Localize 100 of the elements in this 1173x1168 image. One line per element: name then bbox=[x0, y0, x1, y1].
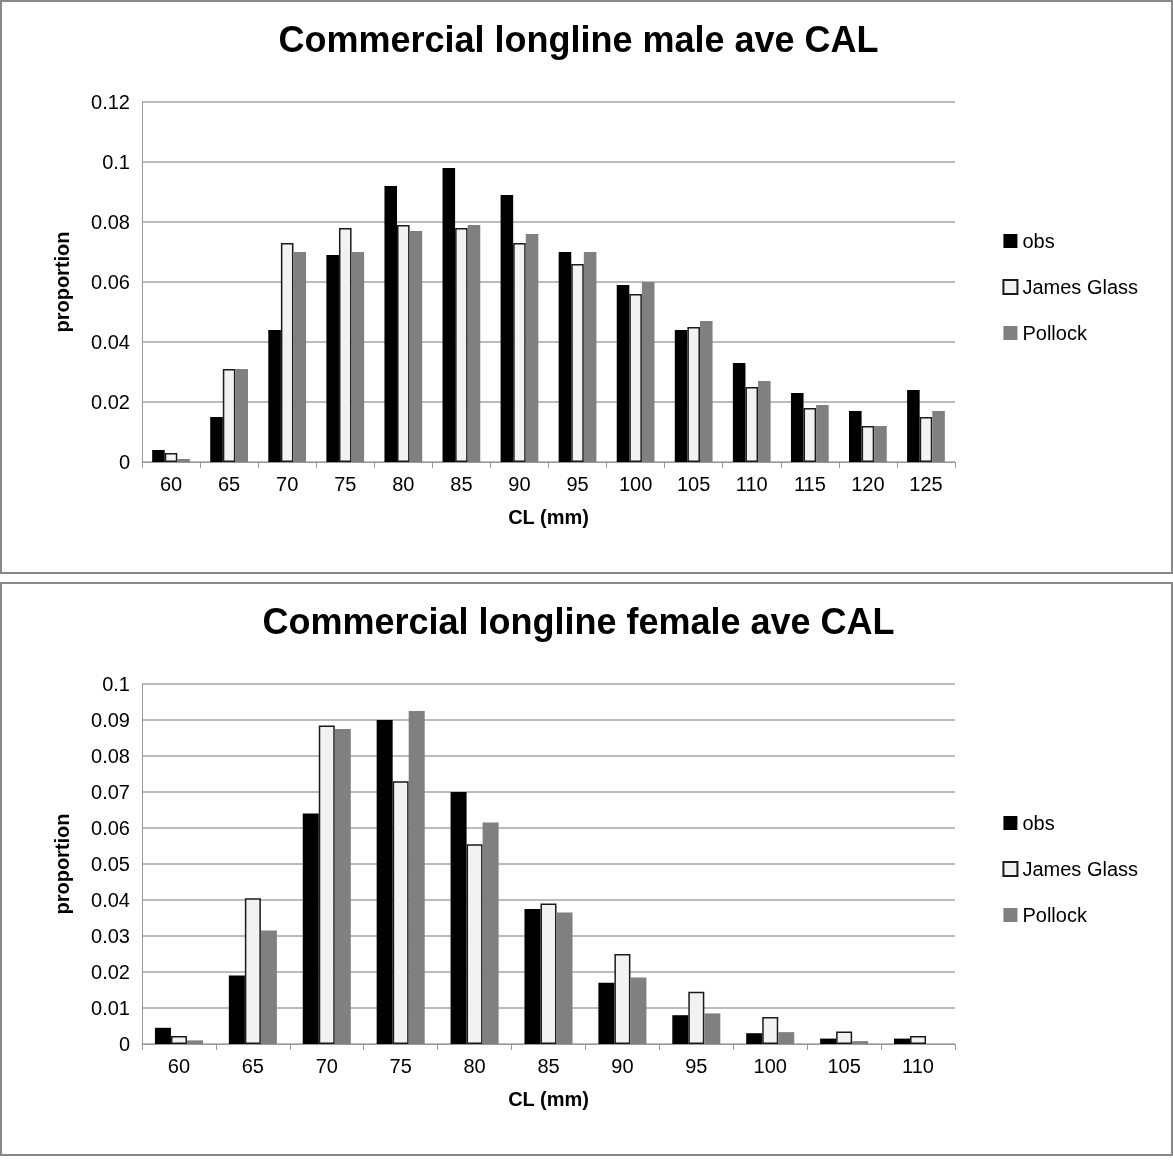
legend-label: obs bbox=[1022, 812, 1055, 834]
bar bbox=[326, 255, 339, 462]
bar bbox=[629, 294, 642, 462]
bar bbox=[154, 1027, 171, 1044]
bar bbox=[558, 252, 572, 462]
x-tick-label: 70 bbox=[315, 1055, 338, 1077]
bar bbox=[732, 363, 746, 462]
y-tick-label: 0.09 bbox=[91, 709, 130, 731]
x-tick-label: 100 bbox=[753, 1055, 787, 1077]
x-tick-label: 125 bbox=[909, 473, 943, 495]
bar bbox=[338, 228, 352, 462]
bar bbox=[699, 321, 713, 462]
x-tick-label: 95 bbox=[566, 473, 589, 495]
bar bbox=[467, 225, 481, 462]
bar bbox=[583, 252, 597, 462]
x-tick-label: 60 bbox=[167, 1055, 191, 1077]
legend-label: Pollock bbox=[1022, 322, 1088, 344]
legend-label: James Glass bbox=[1022, 858, 1139, 880]
y-tick-label: 0.04 bbox=[91, 889, 130, 911]
bar bbox=[919, 417, 933, 462]
bar bbox=[177, 459, 190, 462]
bar bbox=[746, 1033, 763, 1044]
bar bbox=[302, 813, 319, 1044]
bar bbox=[820, 1038, 837, 1044]
bar bbox=[616, 285, 630, 462]
x-tick-label: 65 bbox=[217, 473, 241, 495]
y-tick-label: 0 bbox=[118, 1033, 130, 1055]
y-tick-label: 0.03 bbox=[91, 925, 130, 947]
bar bbox=[186, 1040, 203, 1044]
bar bbox=[384, 186, 398, 462]
bar bbox=[852, 1041, 869, 1044]
chart-title: Commercial longline male ave CAL bbox=[278, 18, 879, 60]
bar bbox=[778, 1032, 795, 1044]
x-tick-label: 70 bbox=[276, 473, 299, 495]
x-tick-label: 120 bbox=[851, 473, 885, 495]
bar bbox=[816, 405, 829, 462]
x-axis-title: CL (mm) bbox=[508, 506, 589, 528]
bar bbox=[235, 369, 248, 462]
bar bbox=[861, 426, 875, 462]
bar bbox=[334, 729, 351, 1044]
bar bbox=[687, 327, 700, 462]
x-tick-label: 75 bbox=[334, 473, 357, 495]
x-tick-label: 75 bbox=[389, 1055, 412, 1077]
x-tick-label: 90 bbox=[611, 1055, 634, 1077]
bar bbox=[674, 330, 688, 462]
x-tick-label: 100 bbox=[618, 473, 653, 495]
bar bbox=[556, 912, 573, 1044]
bar bbox=[790, 393, 804, 462]
bar bbox=[932, 411, 945, 462]
bar bbox=[630, 977, 647, 1044]
x-tick-label: 60 bbox=[159, 473, 183, 495]
bar bbox=[672, 1015, 689, 1044]
x-tick-label: 80 bbox=[392, 473, 415, 495]
x-tick-label: 65 bbox=[241, 1055, 264, 1077]
x-tick-label: 85 bbox=[537, 1055, 560, 1077]
x-tick-label: 110 bbox=[902, 1055, 934, 1077]
legend-label: obs bbox=[1022, 230, 1055, 252]
x-axis-title: CL (mm) bbox=[508, 1088, 589, 1110]
bar bbox=[170, 1036, 187, 1044]
bar bbox=[894, 1038, 911, 1044]
y-tick-label: 0.01 bbox=[91, 997, 130, 1019]
x-tick-label: 105 bbox=[827, 1055, 861, 1077]
bar bbox=[397, 225, 410, 462]
bar bbox=[704, 1013, 721, 1044]
bar bbox=[228, 975, 245, 1044]
bar bbox=[376, 720, 393, 1044]
bar bbox=[164, 453, 178, 462]
bar bbox=[408, 711, 425, 1044]
bar bbox=[525, 234, 539, 462]
y-tick-label: 0.02 bbox=[91, 961, 130, 983]
bar bbox=[260, 930, 277, 1044]
bar bbox=[210, 417, 223, 462]
x-tick-label: 105 bbox=[676, 473, 711, 495]
x-tick-label: 95 bbox=[685, 1055, 708, 1077]
x-tick-label: 80 bbox=[463, 1055, 486, 1077]
y-tick-label: 0 bbox=[118, 451, 130, 473]
x-tick-label: 85 bbox=[450, 473, 473, 495]
bar bbox=[152, 450, 165, 462]
y-tick-label: 0.04 bbox=[91, 331, 130, 353]
legend-label: Pollock bbox=[1022, 904, 1088, 926]
bar bbox=[392, 781, 409, 1044]
y-tick-label: 0.1 bbox=[102, 151, 130, 173]
bar bbox=[571, 264, 584, 462]
y-tick-label: 0.07 bbox=[91, 781, 130, 803]
y-tick-label: 0.08 bbox=[91, 211, 130, 233]
bar bbox=[910, 1036, 927, 1044]
bar bbox=[268, 330, 281, 462]
y-axis-title: proportion bbox=[51, 813, 73, 915]
bar bbox=[280, 243, 294, 462]
y-tick-label: 0.05 bbox=[91, 853, 130, 875]
bar bbox=[641, 282, 655, 462]
bar bbox=[907, 390, 920, 462]
y-tick-label: 0.08 bbox=[91, 745, 130, 767]
bar bbox=[513, 243, 526, 462]
bar bbox=[450, 792, 467, 1044]
bar bbox=[803, 408, 817, 462]
y-tick-label: 0.06 bbox=[91, 817, 130, 839]
bar bbox=[758, 381, 771, 462]
bar bbox=[688, 991, 705, 1044]
bar bbox=[500, 195, 514, 462]
